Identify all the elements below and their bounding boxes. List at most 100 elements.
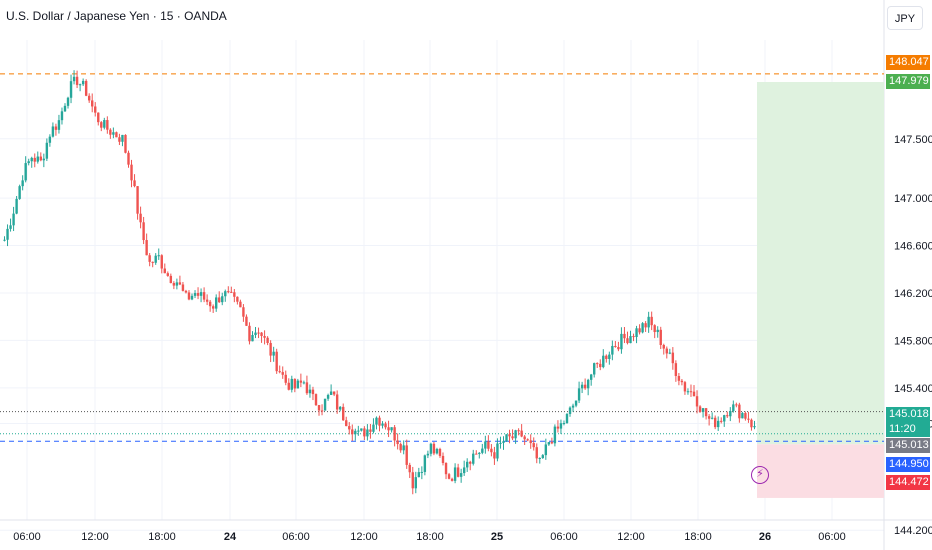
candle-body-21 <box>66 97 70 106</box>
candle-body-158 <box>481 448 484 453</box>
candle-body-102 <box>311 389 315 395</box>
candle-body-218 <box>662 345 665 349</box>
candle-body-29 <box>91 100 94 107</box>
candle-body-72 <box>221 296 224 303</box>
candle-body-196 <box>596 363 599 365</box>
candle-body-152 <box>462 467 466 474</box>
candle-body-93 <box>284 374 287 383</box>
candle-body-190 <box>577 388 581 401</box>
candle-body-120 <box>366 429 369 437</box>
candle-body-177 <box>538 457 541 459</box>
candle-body-97 <box>296 380 300 389</box>
candle-body-169 <box>514 430 517 439</box>
candle-body-238 <box>723 415 726 422</box>
candle-body-65 <box>199 292 203 296</box>
candle-body-116 <box>354 430 357 435</box>
candle-body-135 <box>411 472 414 489</box>
candle-body-235 <box>713 417 717 428</box>
candle-body-62 <box>190 295 194 300</box>
candle-body-12 <box>39 156 43 161</box>
candle-body-212 <box>644 323 647 328</box>
candle-body-85 <box>260 332 263 337</box>
candle-body-59 <box>181 284 185 291</box>
candle-body-68 <box>208 301 212 307</box>
candle-body-155 <box>472 453 475 464</box>
candle-body-203 <box>617 347 620 350</box>
candle-body-184 <box>559 423 563 429</box>
candle-body-209 <box>635 328 638 338</box>
x-tick-label-11: 26 <box>759 531 771 543</box>
candle-body-226 <box>686 391 690 393</box>
candle-body-207 <box>629 336 632 344</box>
candle-body-194 <box>589 374 593 380</box>
candle-body-148 <box>450 478 454 481</box>
symbol-title[interactable]: U.S. Dollar / Japanese Yen · 15 · OANDA <box>6 9 227 23</box>
candle-body-236 <box>716 420 720 428</box>
candle-body-6 <box>21 180 24 187</box>
candle-body-198 <box>602 355 605 368</box>
candle-body-162 <box>493 452 496 459</box>
candle-body-17 <box>54 126 58 130</box>
candle-body-186 <box>565 413 569 424</box>
candle-body-210 <box>638 328 641 333</box>
candle-body-214 <box>650 316 653 326</box>
candle-body-150 <box>456 467 460 477</box>
candle-body-113 <box>345 420 348 427</box>
candle-body-82 <box>251 335 254 342</box>
loss-zone <box>757 444 884 498</box>
candle-body-100 <box>305 382 309 394</box>
candle-body-136 <box>414 477 417 489</box>
candle-body-167 <box>508 434 511 437</box>
candle-body-20 <box>63 105 67 112</box>
candle-body-73 <box>224 291 227 297</box>
candle-body-28 <box>87 95 91 101</box>
candle-body-0 <box>3 239 6 241</box>
candle-body-70 <box>214 297 218 309</box>
candle-body-101 <box>308 389 312 394</box>
candle-body-211 <box>641 323 644 333</box>
candle-body-141 <box>429 443 433 454</box>
x-tick-label-4: 06:00 <box>282 531 310 543</box>
candle-body-66 <box>202 292 206 300</box>
candle-body-47 <box>145 240 148 256</box>
candle-body-110 <box>335 394 339 410</box>
candle-body-217 <box>659 329 662 346</box>
candle-body-60 <box>184 290 188 293</box>
candle-body-53 <box>163 268 166 274</box>
candle-body-69 <box>211 306 215 309</box>
candle-body-25 <box>78 84 82 86</box>
candle-body-175 <box>532 443 535 448</box>
y-tick-label-0: 147.500 <box>894 134 932 146</box>
candle-body-2 <box>9 225 12 229</box>
event-lightning-icon[interactable]: ⚡ <box>751 466 769 484</box>
candle-body-7 <box>24 163 27 181</box>
target-price-label: 147.979 <box>886 74 930 89</box>
candle-body-242 <box>735 404 738 406</box>
candle-body-8 <box>27 161 30 164</box>
candle-body-45 <box>139 213 142 223</box>
bid-price-label: 145.013 <box>886 438 930 453</box>
candle-body-118 <box>360 428 363 431</box>
candle-body-19 <box>60 111 64 121</box>
x-tick-label-2: 18:00 <box>148 531 176 543</box>
candle-body-23 <box>72 76 76 82</box>
candle-body-13 <box>42 158 46 161</box>
candle-body-139 <box>423 455 427 472</box>
candle-body-187 <box>568 407 572 414</box>
candle-body-128 <box>390 427 393 431</box>
candle-body-83 <box>254 332 257 336</box>
candle-body-11 <box>36 156 39 162</box>
candle-body-243 <box>738 404 741 419</box>
candle-body-96 <box>293 378 297 389</box>
candle-body-117 <box>357 430 360 432</box>
candle-body-22 <box>69 81 73 98</box>
currency-button[interactable]: JPY <box>887 6 923 30</box>
candle-body-193 <box>586 379 590 389</box>
candle-body-195 <box>593 363 596 375</box>
candle-body-157 <box>478 452 481 454</box>
candle-body-44 <box>136 186 139 214</box>
candle-body-224 <box>680 380 684 383</box>
candle-body-18 <box>57 120 61 130</box>
candle-body-174 <box>529 440 532 444</box>
